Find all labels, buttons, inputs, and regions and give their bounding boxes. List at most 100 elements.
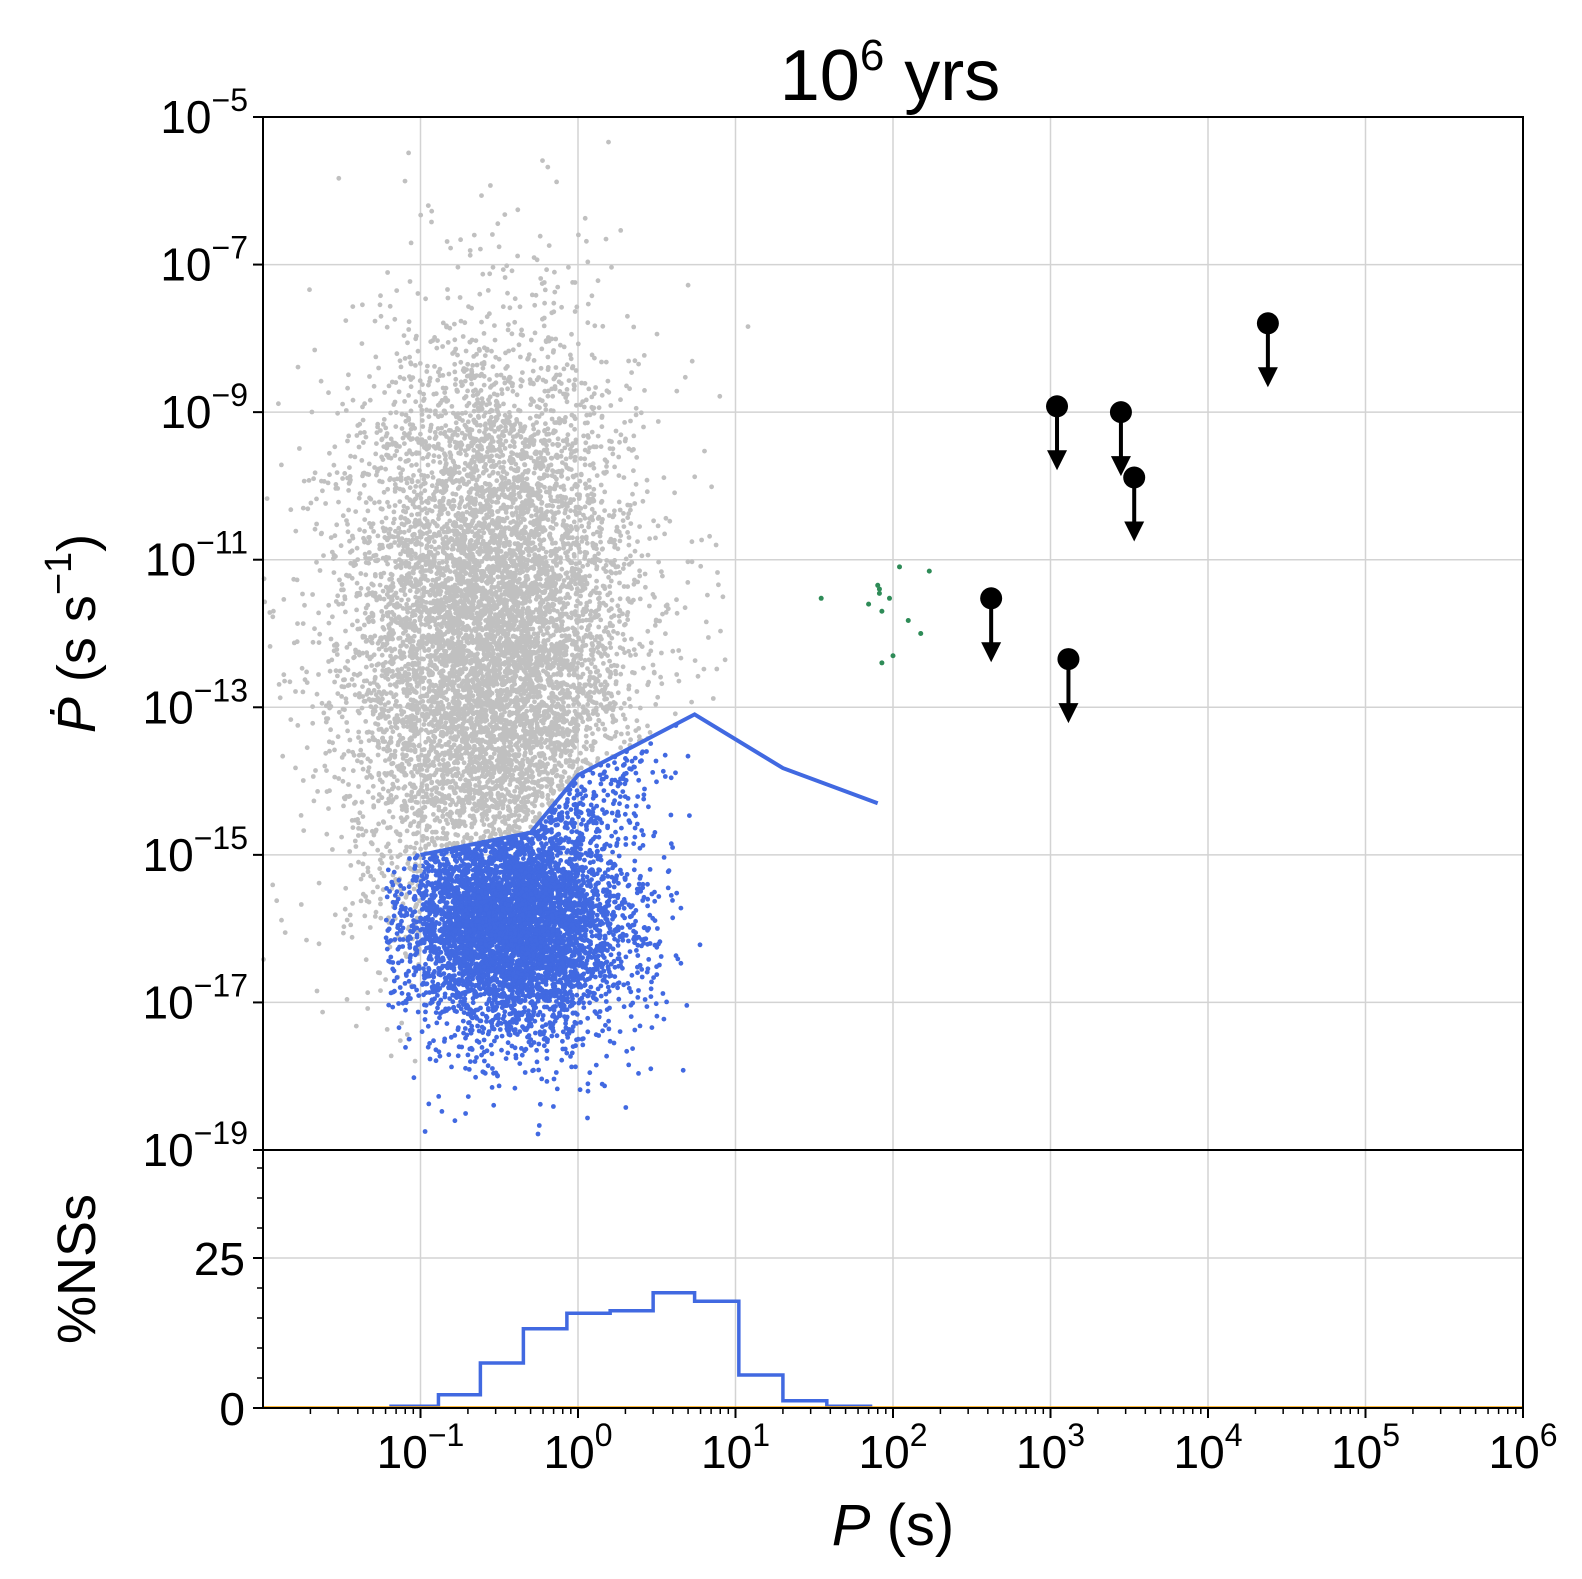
grey-point <box>346 748 351 754</box>
grey-point <box>348 863 354 868</box>
grey-point <box>282 678 287 684</box>
grey-point <box>343 628 348 634</box>
grey-point <box>298 902 304 907</box>
grey-point <box>379 652 385 658</box>
grey-point <box>623 556 629 562</box>
grey-point <box>391 509 397 515</box>
blue-point <box>596 834 602 840</box>
grey-point <box>636 361 641 367</box>
grey-point <box>390 729 396 735</box>
grey-point <box>388 571 394 577</box>
grey-point <box>553 510 559 516</box>
grey-point <box>382 702 388 708</box>
grey-point <box>701 666 707 672</box>
grey-point <box>416 743 422 749</box>
grey-point <box>566 264 571 270</box>
grey-point <box>324 831 330 837</box>
grey-point <box>492 337 498 343</box>
grey-point <box>625 313 630 319</box>
grey-point <box>320 488 325 494</box>
grey-point <box>371 688 377 693</box>
grey-point <box>358 739 364 745</box>
grey-point <box>511 440 517 445</box>
grey-point <box>336 709 342 715</box>
grey-point <box>610 451 616 457</box>
grey-point <box>350 901 355 906</box>
grey-point <box>386 610 392 615</box>
blue-point <box>670 845 675 850</box>
grey-point <box>515 253 520 259</box>
grey-point <box>443 423 449 428</box>
grey-point <box>397 852 403 858</box>
grey-point <box>399 1020 405 1026</box>
grey-point <box>609 597 615 603</box>
grey-point <box>663 631 668 637</box>
grey-point <box>436 454 442 460</box>
grey-point <box>617 619 622 624</box>
grey-point <box>613 729 619 735</box>
grey-point <box>358 585 364 591</box>
blue-point <box>580 796 585 801</box>
blue-point <box>475 1023 480 1029</box>
grey-point <box>365 768 371 774</box>
grey-point <box>532 302 538 308</box>
blue-point <box>662 752 668 758</box>
chart-title: 106 yrs <box>780 31 1001 116</box>
grey-point <box>366 461 372 467</box>
grey-point <box>507 431 513 436</box>
grey-point <box>430 475 436 480</box>
grey-point <box>341 766 347 772</box>
grey-point <box>445 795 451 801</box>
grey-point <box>270 614 276 620</box>
grey-point <box>429 792 434 798</box>
grey-point <box>621 475 627 480</box>
grey-point <box>310 774 316 779</box>
blue-point <box>623 842 629 847</box>
grey-point <box>536 689 542 695</box>
grey-point <box>375 847 381 853</box>
grey-point <box>359 458 365 463</box>
grey-point <box>419 727 424 733</box>
grey-point <box>403 894 409 900</box>
grey-point <box>570 625 576 631</box>
grey-point <box>414 462 419 468</box>
grey-point <box>445 340 451 345</box>
grey-point <box>276 401 281 407</box>
grey-point <box>347 912 353 918</box>
grey-point <box>435 377 441 383</box>
grey-point <box>509 504 514 510</box>
grey-point <box>529 292 535 298</box>
grey-point <box>418 846 423 852</box>
grey-point <box>435 835 440 841</box>
grey-point <box>500 819 505 824</box>
grey-point <box>324 768 329 773</box>
grey-point <box>377 582 383 588</box>
grey-point <box>404 601 409 607</box>
grey-point <box>336 499 341 505</box>
grey-point <box>323 750 329 756</box>
grey-point <box>446 428 452 433</box>
grey-point <box>350 622 355 628</box>
grey-point <box>616 499 622 505</box>
grey-point <box>389 860 395 866</box>
grey-point <box>479 396 485 401</box>
grey-point <box>372 667 378 673</box>
grey-point <box>548 455 554 461</box>
blue-point <box>489 1051 495 1057</box>
grey-point <box>353 509 359 514</box>
grey-point <box>651 669 657 675</box>
grey-point <box>363 719 369 724</box>
blue-point <box>444 1021 450 1026</box>
grey-point <box>599 392 605 398</box>
grey-point <box>620 631 626 637</box>
grey-point <box>423 791 429 797</box>
grey-point <box>467 252 473 258</box>
grey-point <box>533 292 539 298</box>
grey-point <box>383 772 389 778</box>
grey-point <box>314 496 319 502</box>
grey-point <box>507 410 512 415</box>
grey-point <box>525 454 530 460</box>
grey-point <box>629 370 634 375</box>
grey-point <box>631 324 637 330</box>
